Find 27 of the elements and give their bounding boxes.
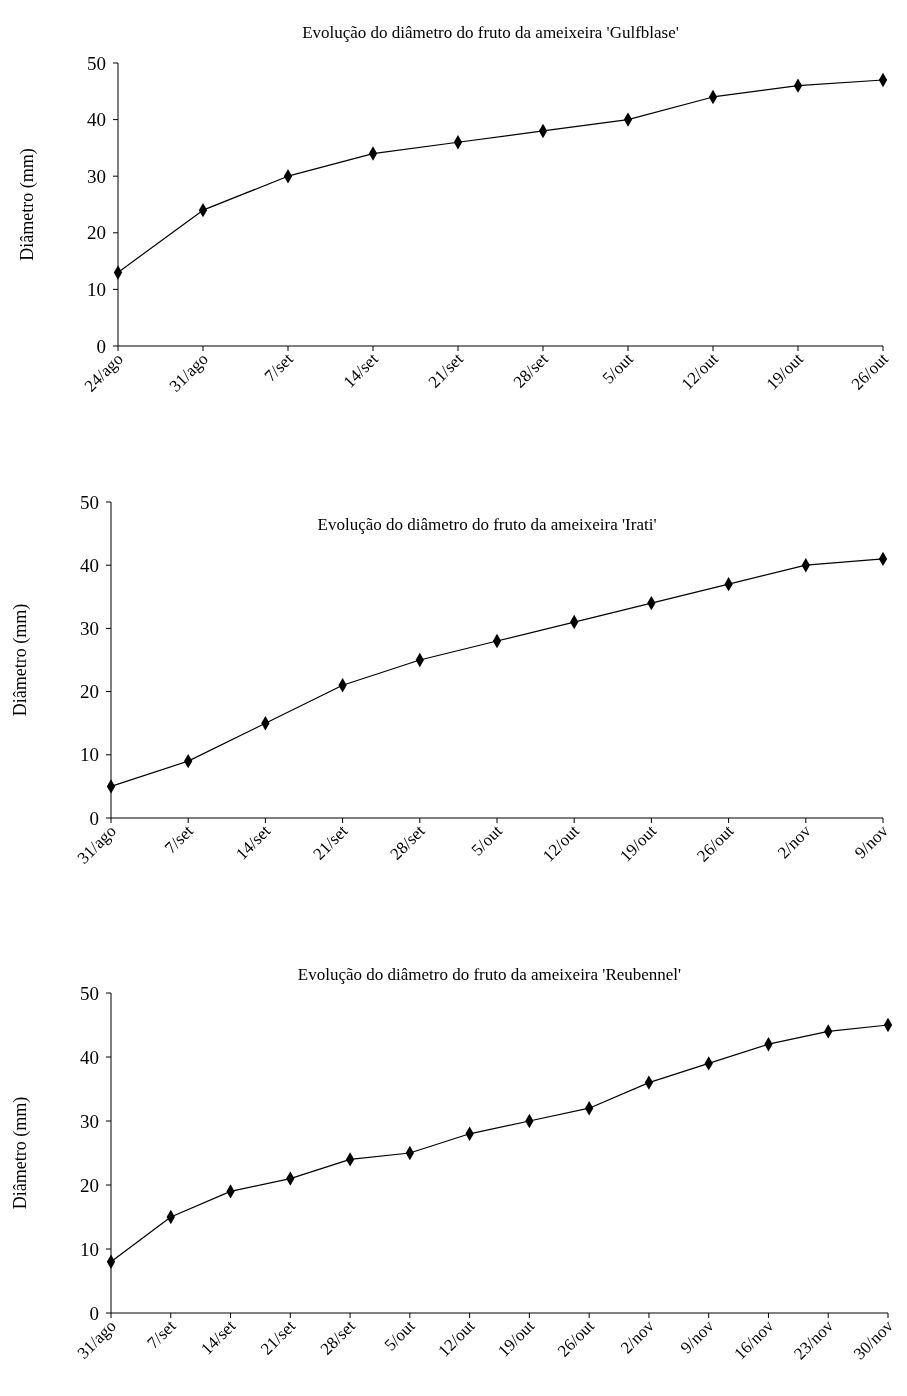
y-tick-label: 40 xyxy=(80,554,99,576)
y-tick-label: 30 xyxy=(80,618,99,640)
y-tick-label: 50 xyxy=(87,52,106,74)
y-tick-label: 0 xyxy=(96,335,106,357)
y-tick-label: 0 xyxy=(89,1302,99,1324)
y-tick-label: 50 xyxy=(80,982,99,1004)
x-tick-label: 7/set xyxy=(160,821,198,858)
y-axis-title: Diâmetro (mm) xyxy=(17,148,38,261)
y-axis-title: Diâmetro (mm) xyxy=(10,1096,31,1210)
y-tick-label: 0 xyxy=(89,807,99,829)
y-tick-label: 50 xyxy=(80,491,99,513)
y-tick-label: 40 xyxy=(80,1046,99,1068)
y-tick-label: 20 xyxy=(80,681,99,703)
text: Evolução do diâmetro do fruto da ameixeira 'Irati' xyxy=(317,515,657,534)
chart-title: Evolução do diâmetro do fruto da ameixeira 'Reubennel' xyxy=(297,965,682,984)
y-tick-label: 30 xyxy=(80,1110,99,1132)
y-tick-label: 10 xyxy=(80,1238,99,1260)
y-tick-label: 40 xyxy=(87,109,106,131)
y-tick-label: 20 xyxy=(80,1174,99,1196)
y-axis-title: Diâmetro (mm) xyxy=(10,603,31,717)
x-tick-label: 7/set xyxy=(143,1316,180,1353)
x-tick-label: 7/set xyxy=(260,349,298,386)
chart-title: Evolução do diâmetro do fruto da ameixeira 'Gulfblase' xyxy=(302,23,679,42)
y-tick-label: 20 xyxy=(87,222,106,244)
y-tick-label: 30 xyxy=(87,165,106,187)
y-tick-label: 10 xyxy=(80,744,99,766)
y-tick-label: 10 xyxy=(87,279,106,301)
